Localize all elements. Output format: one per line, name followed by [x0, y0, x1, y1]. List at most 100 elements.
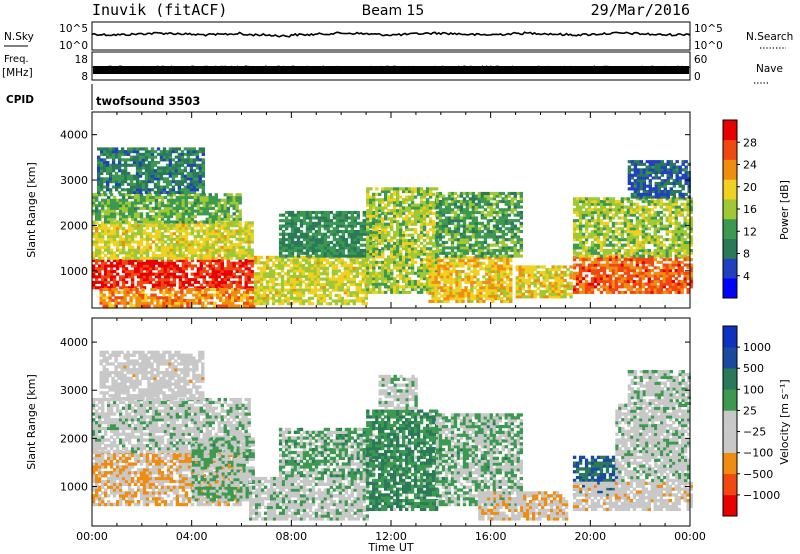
heatmap-cell: [347, 232, 351, 236]
heatmap-cell: [223, 212, 227, 216]
heatmap-cell: [169, 275, 174, 279]
heatmap-cell: [453, 246, 458, 250]
heatmap-cell: [147, 166, 152, 170]
heatmap-cell: [462, 240, 467, 245]
heatmap-cell: [138, 188, 143, 192]
heatmap-cell: [160, 259, 165, 263]
station-title: Inuvik (fitACF): [92, 1, 227, 19]
heatmap-cell: [322, 264, 327, 268]
heatmap-cell: [127, 229, 132, 233]
heatmap-cell: [202, 278, 206, 282]
heatmap-cell: [402, 285, 406, 289]
heatmap-cell: [171, 174, 176, 178]
heatmap-cell: [322, 296, 327, 300]
heatmap-cell: [280, 283, 285, 287]
heatmap-cell: [126, 171, 131, 176]
heatmap-cell: [160, 209, 165, 213]
heatmap-cell: [141, 288, 145, 292]
heatmap-cell: [335, 230, 340, 234]
heatmap-cell: [181, 193, 186, 197]
heatmap-cell: [413, 230, 418, 235]
heatmap-cell: [114, 301, 118, 305]
heatmap-cell: [326, 254, 331, 258]
heatmap-cell: [314, 249, 319, 253]
heatmap-cell: [393, 285, 397, 289]
heatmap-cell: [474, 227, 479, 231]
heatmap-cell: [320, 232, 325, 236]
heatmap-cell: [302, 221, 307, 225]
heatmap-cell: [355, 266, 359, 270]
heatmap-cell: [447, 205, 452, 209]
heatmap-cell: [208, 229, 212, 233]
heatmap-cell: [192, 182, 197, 186]
heatmap-cell: [92, 209, 96, 213]
heatmap-cell: [359, 227, 363, 231]
heatmap-cell: [106, 169, 110, 173]
heatmap-cell: [145, 254, 150, 258]
heatmap-cell: [127, 201, 132, 205]
heatmap-cell: [166, 256, 171, 260]
heatmap-cell: [344, 219, 349, 223]
heatmap-cell: [461, 261, 465, 265]
heatmap-cell: [139, 278, 144, 282]
heatmap-cell: [136, 215, 141, 219]
heatmap-cell: [422, 222, 427, 226]
heatmap-cell: [97, 147, 101, 151]
heatmap-cell: [396, 220, 400, 224]
heatmap-cell: [419, 209, 424, 213]
heatmap-cell: [317, 221, 322, 225]
heatmap-cell: [159, 177, 164, 181]
heatmap-cell: [277, 266, 282, 270]
heatmap-cell: [494, 291, 498, 295]
heatmap-cell: [287, 246, 292, 250]
heatmap-cell: [519, 224, 523, 228]
heatmap-cell: [115, 259, 120, 263]
heatmap-cell: [352, 258, 356, 262]
heatmap-cell: [124, 229, 129, 233]
heatmap-cell: [302, 219, 307, 223]
heatmap-cell: [107, 201, 111, 205]
heatmap-cell: [150, 147, 155, 151]
heatmap-cell: [235, 243, 239, 247]
heatmap-cell: [244, 232, 248, 236]
heatmap-cell: [361, 302, 365, 306]
heatmap-cell: [157, 209, 162, 213]
heatmap-cell: [503, 299, 507, 303]
heatmap-cell: [100, 163, 104, 167]
heatmap-cell: [491, 299, 495, 303]
heatmap-cell: [431, 228, 436, 232]
heatmap-cell: [187, 193, 192, 197]
heatmap-cell: [101, 256, 105, 260]
heatmap-cell: [450, 235, 455, 239]
heatmap-cell: [235, 232, 239, 236]
heatmap-cell: [366, 255, 370, 259]
heatmap-cell: [340, 272, 345, 276]
heatmap-cell: [180, 163, 185, 167]
heatmap-cell: [184, 264, 189, 268]
heatmap-cell: [399, 271, 403, 275]
heatmap-cell: [449, 264, 453, 268]
heatmap-cell: [410, 241, 415, 245]
heatmap-cell: [393, 288, 397, 292]
heatmap-cell: [467, 299, 471, 303]
heatmap-cell: [129, 304, 133, 308]
heatmap-cell: [527, 287, 531, 291]
heatmap-cell: [109, 275, 114, 279]
heatmap-cell: [425, 247, 430, 251]
heatmap-cell: [366, 285, 370, 289]
heatmap-cell: [231, 288, 235, 292]
heatmap-cell: [207, 288, 211, 292]
heatmap-cell: [205, 245, 209, 249]
heatmap-cell: [305, 210, 310, 215]
heatmap-cell: [332, 227, 337, 231]
heatmap-cell: [217, 264, 221, 268]
heatmap-cell: [501, 246, 505, 250]
heatmap-cell: [313, 283, 318, 287]
heatmap-cell: [366, 277, 370, 281]
heatmap-cell: [159, 158, 164, 162]
heatmap-cell: [372, 230, 376, 235]
heatmap-cell: [104, 278, 108, 282]
heatmap-cell: [453, 202, 458, 206]
heatmap-cell: [154, 237, 159, 241]
heatmap-cell: [154, 272, 159, 276]
